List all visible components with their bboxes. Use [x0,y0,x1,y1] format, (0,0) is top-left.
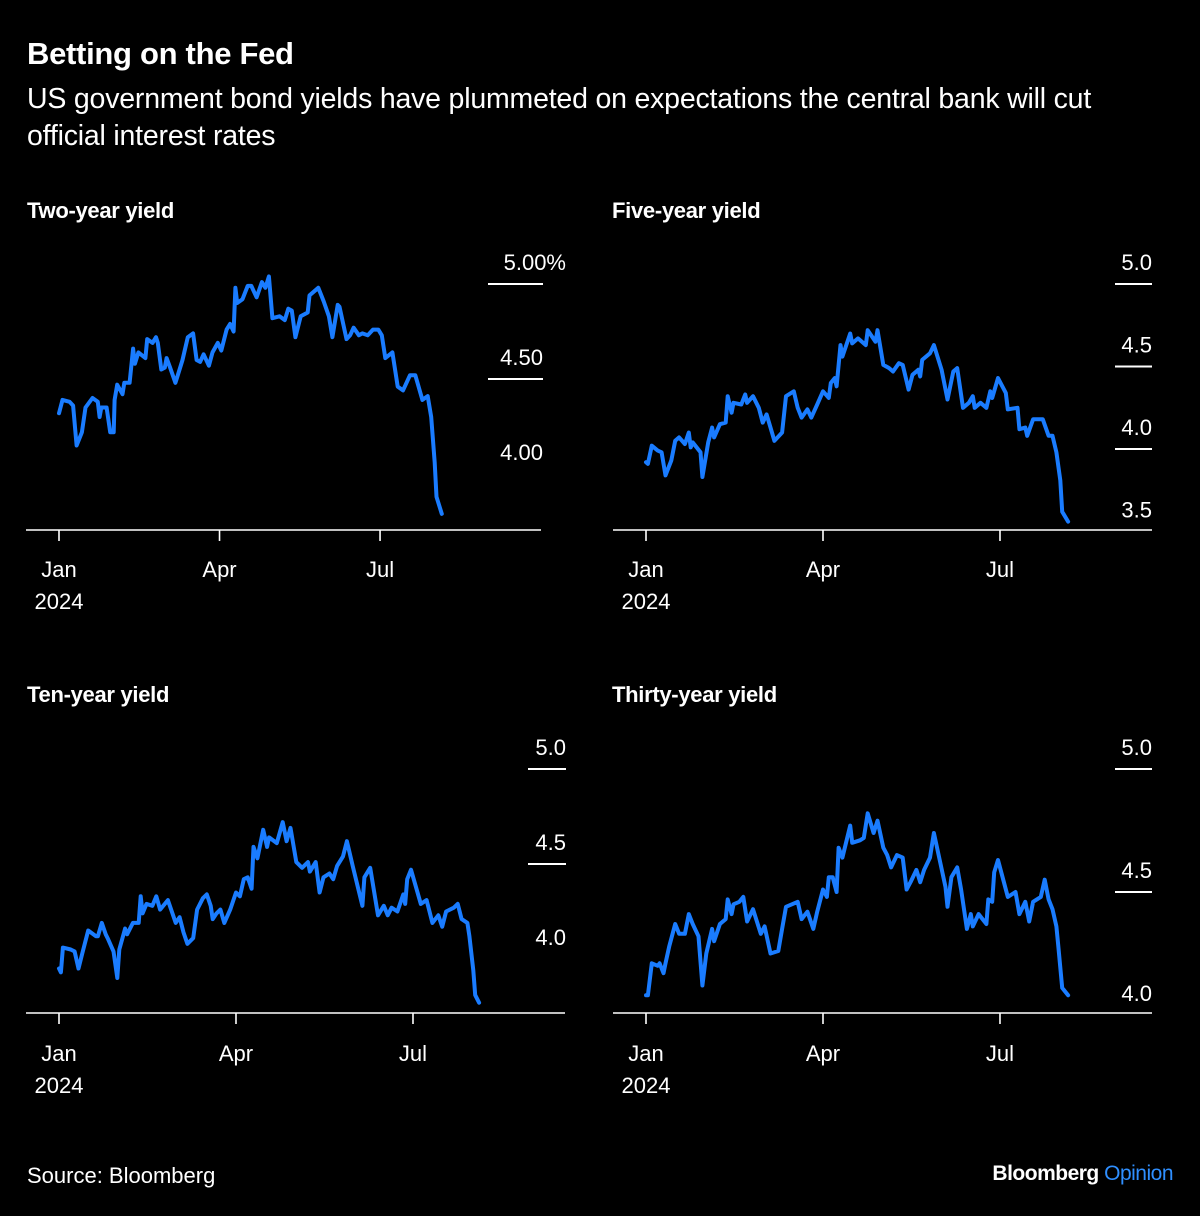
x-tick-label: Jul [366,557,394,582]
x-tick-sublabel: 2024 [35,589,84,614]
panel-title-five-year: Five-year yield [612,198,761,223]
y-tick-label: 4.5 [1121,333,1152,358]
x-tick-label: Apr [806,557,840,582]
y-tick-label: 4.5 [1121,858,1152,883]
chart-title: Betting on the Fed [27,36,294,71]
panel-title-thirty-year: Thirty-year yield [612,682,777,707]
brand-logo: Bloomberg Opinion [992,1162,1173,1186]
y-tick-label: 4.0 [1121,981,1152,1006]
brand-accent: Opinion [1104,1162,1173,1185]
x-tick-label: Jan [628,1041,663,1066]
chart-subtitle: US government bond yields have plummeted… [27,83,1092,152]
series-line [644,811,1071,998]
x-tick-label: Apr [219,1041,253,1066]
x-tick-label: Jan [628,557,663,582]
y-tick-label: 4.0 [1121,415,1152,440]
y-tick-label: 4.0 [535,925,566,950]
x-tick-label: Apr [806,1041,840,1066]
y-tick-label: 5.0 [1121,250,1152,275]
brand-main: Bloomberg [992,1162,1099,1185]
y-tick-label: 3.5 [1121,498,1152,523]
x-tick-label: Jan [41,1041,76,1066]
y-tick-label: 5.0 [1121,735,1152,760]
x-tick-label: Jul [986,1041,1014,1066]
y-tick-label: 4.5 [535,830,566,855]
x-tick-label: Jul [986,557,1014,582]
series-line [57,274,444,516]
source-note: Source: Bloomberg [27,1163,216,1188]
panel-title-ten-year: Ten-year yield [27,682,170,707]
x-tick-label: Jan [41,557,76,582]
x-tick-label: Jul [399,1041,427,1066]
x-tick-label: Apr [202,557,236,582]
x-tick-sublabel: 2024 [35,1073,84,1098]
series-line [57,820,482,1005]
y-tick-label: 4.50 [500,345,543,370]
x-tick-sublabel: 2024 [622,589,671,614]
y-tick-label: 5.0 [535,735,566,760]
y-tick-label: 5.00% [504,250,566,275]
panel-title-two-year: Two-year yield [27,198,174,223]
x-tick-sublabel: 2024 [622,1073,671,1098]
y-tick-label: 4.00 [500,440,543,465]
series-line [644,328,1071,524]
